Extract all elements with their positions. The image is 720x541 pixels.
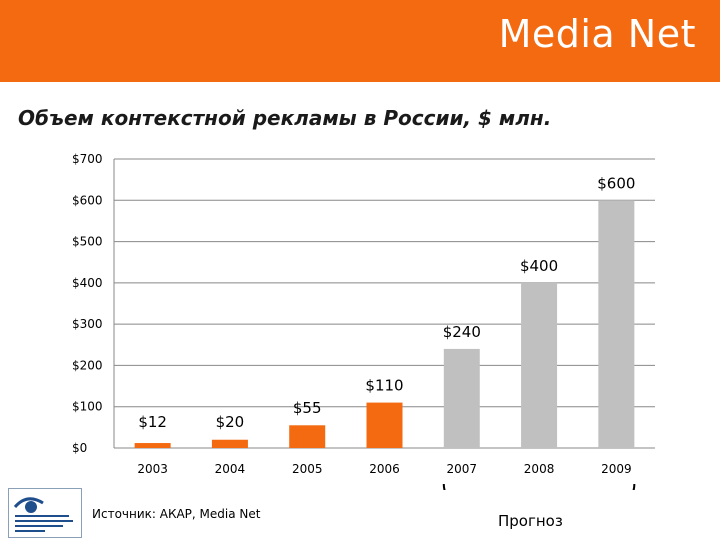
- x-tick-label: 2006: [369, 462, 400, 476]
- bar: [211, 439, 248, 448]
- x-tick-label: 2008: [524, 462, 555, 476]
- forecast-label: Прогноз: [498, 512, 563, 530]
- bar: [289, 425, 326, 448]
- slide-title: Объем контекстной рекламы в России, $ мл…: [18, 106, 552, 130]
- x-tick-label: 2009: [601, 462, 632, 476]
- y-tick-label: $300: [72, 317, 103, 331]
- bar-chart: $0 $100 $200 $300 $400 $500 $600 $700 $12 2003 $20…: [72, 152, 655, 490]
- y-tick-label: $200: [72, 358, 103, 372]
- bar: [366, 402, 403, 448]
- bar-value-label: $110: [365, 377, 403, 395]
- y-tick-label: $400: [72, 276, 103, 290]
- bar-value-label: $12: [138, 413, 167, 431]
- akar-logo: [8, 488, 82, 538]
- bar: [521, 282, 558, 448]
- y-tick-label: $0: [72, 441, 87, 455]
- y-tick-label: $600: [72, 193, 103, 207]
- forecast-bracket: [442, 483, 636, 490]
- x-tick-label: 2003: [137, 462, 168, 476]
- bar: [598, 200, 635, 448]
- bar-value-label: $55: [293, 399, 322, 417]
- x-tick-label: 2004: [215, 462, 246, 476]
- y-tick-label: $500: [72, 235, 103, 249]
- bar-value-label: $400: [520, 257, 558, 275]
- x-tick-label: 2007: [447, 462, 478, 476]
- source-note: Источник: АКАР, Media Net: [92, 507, 261, 521]
- bar: [443, 348, 480, 448]
- bar-value-label: $600: [597, 174, 635, 192]
- header-bar: Media Net: [0, 0, 720, 82]
- bar: [134, 443, 171, 448]
- y-tick-label: $700: [72, 152, 103, 166]
- akar-logo-graphic: [13, 497, 73, 532]
- brand-logo-text: Media Net: [498, 12, 696, 56]
- bar-value-label: $240: [443, 323, 481, 341]
- bar-value-label: $20: [216, 413, 245, 431]
- x-tick-label: 2005: [292, 462, 323, 476]
- y-tick-label: $100: [72, 400, 103, 414]
